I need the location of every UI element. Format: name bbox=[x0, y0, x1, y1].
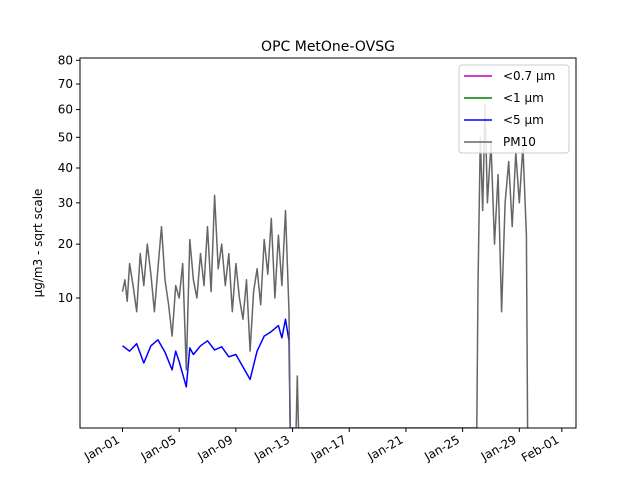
legend-label: PM10 bbox=[503, 135, 536, 149]
y-tick-label: 40 bbox=[58, 161, 73, 175]
series-layer bbox=[121, 103, 529, 428]
y-tick-label: 20 bbox=[58, 237, 73, 251]
y-tick-label: 50 bbox=[58, 130, 73, 144]
series-line-5-m bbox=[122, 318, 291, 428]
y-tick-label: 70 bbox=[58, 77, 73, 91]
y-axis: 10 20 30 40 50 60 70 80 bbox=[58, 53, 80, 305]
y-tick-label: 10 bbox=[58, 291, 73, 305]
legend-label: <1 µm bbox=[503, 91, 544, 105]
chart-title: OPC MetOne-OVSG bbox=[261, 39, 395, 55]
y-tick-label: 30 bbox=[58, 196, 73, 210]
legend-label: <0.7 µm bbox=[503, 69, 555, 83]
series-line-pm10 bbox=[121, 103, 529, 428]
legend-box bbox=[458, 64, 570, 154]
legend-label: <5 µm bbox=[503, 113, 544, 127]
y-tick-label: 80 bbox=[58, 53, 73, 67]
y-tick-label: 60 bbox=[58, 103, 73, 117]
legend: <0.7 µm <1 µm <5 µm PM10 bbox=[458, 64, 570, 154]
y-axis-label: µg/m3 - sqrt scale bbox=[31, 189, 45, 298]
plot-area-frame bbox=[79, 57, 577, 429]
